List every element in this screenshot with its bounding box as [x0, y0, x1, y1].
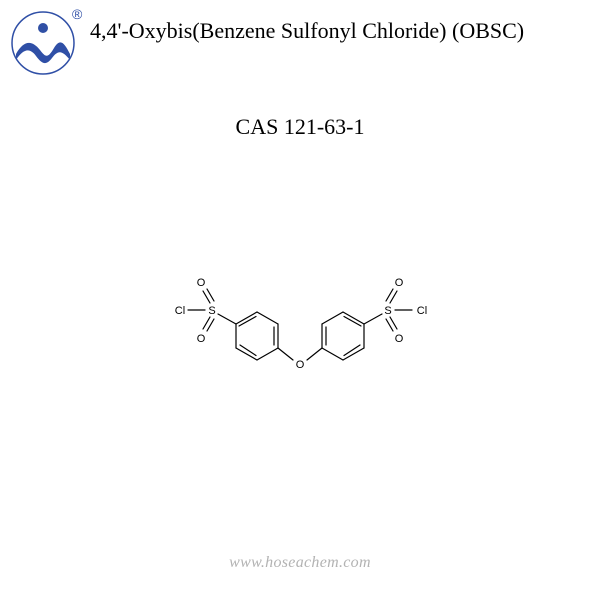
svg-text:Cl: Cl	[417, 305, 427, 317]
svg-text:Cl: Cl	[175, 305, 185, 317]
svg-text:O: O	[395, 277, 404, 289]
svg-text:O: O	[395, 333, 404, 345]
trademark-icon: ®	[72, 6, 82, 22]
svg-text:O: O	[197, 333, 206, 345]
website-url: www.hoseachem.com	[0, 554, 600, 572]
cas-number: CAS 121-63-1	[0, 114, 600, 140]
svg-text:S: S	[384, 305, 391, 317]
brand-logo	[8, 8, 78, 78]
page-root: ® 4,4'-Oxybis(Benzene Sulfonyl Chloride)…	[0, 0, 600, 600]
chemical-structure: O	[0, 250, 600, 410]
svg-text:O: O	[296, 359, 305, 371]
svg-text:S: S	[208, 305, 215, 317]
chemical-title: 4,4'-Oxybis(Benzene Sulfonyl Chloride) (…	[90, 18, 600, 44]
svg-text:O: O	[197, 277, 206, 289]
